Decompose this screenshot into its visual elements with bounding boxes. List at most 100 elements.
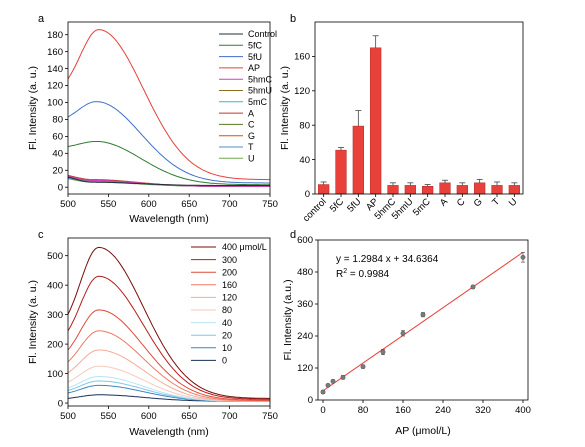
data-point: [325, 382, 331, 388]
panel-a-xtick-label: 650: [181, 199, 197, 210]
data-point: [400, 330, 406, 336]
legend-label-5fu: 5fU: [248, 52, 262, 62]
panel-a-ytick-label: 0: [58, 182, 63, 193]
panel-d-xtick-label: 400: [515, 405, 531, 416]
panel-d-ytick-label: 120: [297, 363, 313, 374]
bar-5hmc: [387, 185, 399, 195]
bar-ap: [370, 47, 382, 195]
bar-g: [474, 182, 486, 195]
panel-d-ytick-label: 480: [297, 267, 313, 278]
panel-c-ytick-label: 100: [47, 369, 63, 380]
panel-a-ytick-label: 20: [52, 165, 63, 176]
panel-a-ylabel: Fl. Intensity (a. u.): [27, 66, 39, 150]
series-line-control: [67, 176, 270, 186]
panel-a-ytick-label: 140: [47, 64, 63, 75]
series-line-5fc: [67, 141, 270, 186]
data-point: [420, 312, 426, 318]
panel-b-ylabel: Fl. Intensity (a. u.): [279, 66, 291, 150]
legend-label-u: U: [248, 154, 255, 164]
category-label-5mc: 5mC: [411, 196, 433, 218]
legend-label: 0: [222, 356, 227, 366]
panel-a-ytick-label: 160: [47, 47, 63, 58]
series-line-5: [67, 349, 270, 402]
panel-a-xtick-label: 750: [262, 199, 278, 210]
panel-d-r2-sup: 2: [343, 268, 347, 275]
panel-d-xlabel: AP (μmol/L): [395, 425, 450, 437]
panel-b-ytick-label: 80: [299, 120, 310, 131]
series-line-7: [67, 309, 270, 401]
category-label-g: G: [472, 196, 485, 209]
panel-a-curves: [67, 29, 270, 187]
series-line-5fu: [67, 101, 270, 184]
panel-d-letter: d: [290, 229, 296, 241]
series-line-4: [67, 365, 270, 402]
category-label-control: control: [301, 196, 329, 224]
panel-c-xtick-label: 550: [100, 411, 116, 422]
data-point: [380, 349, 386, 355]
bar-5mc: [422, 186, 434, 195]
data-point: [340, 374, 346, 380]
panel-a-ytick-label: 80: [52, 115, 63, 126]
category-label-t: T: [490, 196, 502, 208]
panel-c-xtick-label: 750: [262, 411, 278, 422]
panel-b-ytick-label: 0: [305, 189, 310, 200]
panel-d-points: [320, 252, 526, 395]
panel-d-frame: [317, 239, 529, 401]
panel-d-equation: y = 1.2984 x + 34.6364: [336, 254, 439, 265]
panel-d-fit-line: [322, 251, 524, 392]
panel-a-ytick-label: 60: [52, 132, 63, 143]
data-point: [520, 254, 526, 260]
panel-a-xlabel: Wavelength (nm): [129, 213, 209, 225]
panel-d-ytick-label: 0: [308, 395, 313, 406]
bar-5hmu: [404, 185, 416, 195]
panel-c-xtick-label: 700: [222, 411, 238, 422]
category-label-5fu: 5fU: [345, 196, 363, 214]
panel-c-ytick-label: 400: [47, 280, 63, 291]
bar-u: [508, 185, 520, 195]
panel-d-ytick-label: 360: [297, 299, 313, 310]
panel-d-ytick-label: 240: [297, 331, 313, 342]
panel-a-xtick-label: 600: [141, 199, 157, 210]
panel-c-ytick-label: 300: [47, 310, 63, 321]
legend-label-ap: AP: [248, 63, 260, 73]
panel-b-ytick-label: 120: [294, 86, 310, 97]
panel-a: a 500 550 600 650 700 750 0 20 40 60 80 100 120 140 16…: [27, 13, 278, 225]
data-point: [470, 284, 476, 290]
legend-label-control: Control: [248, 29, 277, 39]
panel-c-letter: c: [38, 229, 44, 241]
legend-label: 20: [222, 330, 232, 340]
legend-label-5fc: 5fC: [248, 41, 263, 51]
panel-c-frame: [67, 237, 271, 407]
panel-d-xtick-label: 80: [358, 405, 369, 416]
series-line-6: [67, 330, 270, 402]
panel-a-frame: [67, 21, 271, 195]
panel-a-ytick-label: 120: [47, 81, 63, 92]
panel-d-ytick-label: 600: [297, 235, 313, 246]
panel-d-ylabel: Fl. Intensity (a.u.): [282, 279, 294, 360]
bar-5fu: [352, 125, 364, 195]
series-line-ap: [67, 29, 270, 181]
legend-label: 80: [222, 305, 232, 315]
panel-c-xtick-label: 650: [181, 411, 197, 422]
bar-control: [318, 184, 330, 195]
panel-b-frame: [314, 21, 524, 195]
series-line-9: [67, 246, 270, 399]
legend-label: 40: [222, 318, 232, 328]
legend-label: 300: [222, 255, 237, 265]
panel-c-ytick-label: 500: [47, 251, 63, 262]
panel-d-xtick-label: 320: [475, 405, 491, 416]
panel-a-xtick-label: 700: [222, 199, 238, 210]
bar-c: [456, 185, 468, 195]
legend-label-g: G: [248, 131, 255, 141]
legend-label-c: C: [248, 120, 255, 130]
panel-a-ytick-label: 100: [47, 98, 63, 109]
panel-b-letter: b: [290, 13, 296, 25]
data-point: [360, 364, 366, 370]
panel-d-xtick-label: 240: [435, 405, 451, 416]
category-label-c: C: [455, 196, 468, 209]
panel-c-xtick-label: 500: [60, 411, 76, 422]
